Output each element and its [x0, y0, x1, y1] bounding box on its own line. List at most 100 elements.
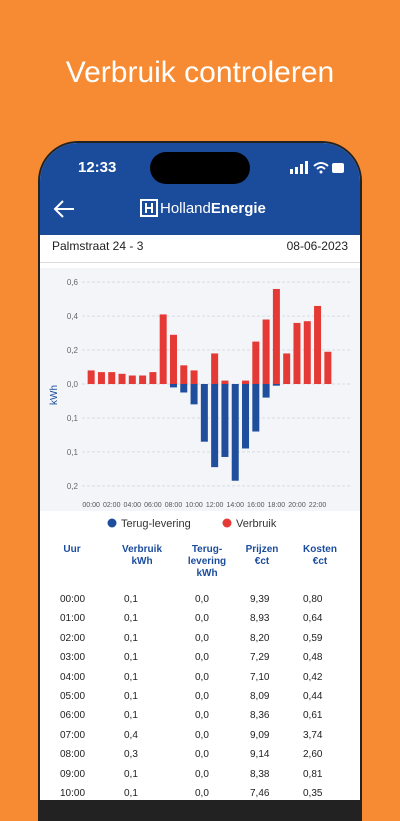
bar: [303, 321, 311, 384]
table-cell: 0,1: [124, 710, 138, 722]
top-bar: 12:33 HollandEnergie: [40, 143, 360, 235]
table-cell: 0,64: [303, 613, 323, 625]
table-cell: 0,59: [303, 632, 323, 644]
chart: kWh 0,6 0,4 0,2 0,0 0,1 0,1 0,2 00:00 02:00 04:00…: [40, 268, 360, 530]
x-tick-label: 00:00: [82, 502, 100, 509]
table-cell: 9,39: [250, 594, 270, 605]
x-tick-label: 14:00: [226, 502, 244, 509]
table-cell: 9,09: [250, 729, 270, 741]
table-cell: 0,0: [195, 788, 209, 799]
bar: [149, 372, 157, 384]
x-tick-label: 12:00: [206, 502, 224, 509]
table-header: Uur: [63, 544, 81, 555]
bar: [252, 384, 260, 432]
table-cell: 0,1: [124, 632, 138, 644]
table-cell: 0,0: [195, 768, 209, 780]
x-tick-label: 02:00: [103, 502, 121, 509]
table-cell: 08:00: [60, 749, 86, 761]
bar: [221, 380, 229, 384]
x-tick-label: 08:00: [165, 502, 183, 509]
y-tick-label: 0,1: [67, 448, 79, 457]
x-tick-label: 18:00: [268, 502, 286, 509]
legend-swatch: [222, 518, 232, 528]
x-tick-label: 04:00: [124, 502, 142, 509]
bar: [231, 384, 239, 481]
table-cell: 00:00: [60, 594, 86, 605]
table-cell: 0,0: [195, 691, 209, 702]
table-cell: 0,35: [303, 788, 323, 799]
table-cell: 03:00: [60, 652, 86, 664]
y-tick-label: 0,2: [67, 482, 79, 491]
x-tick-label: 16:00: [247, 502, 265, 509]
bar: [180, 384, 188, 393]
x-tick-label: 06:00: [144, 502, 162, 509]
bar: [272, 384, 280, 386]
table-cell: 0,0: [195, 749, 209, 761]
chart-panel: [40, 268, 360, 511]
table-cell: 0,48: [303, 652, 323, 664]
table-cell: 0,0: [195, 652, 209, 664]
table-cell: 3,74: [303, 729, 323, 741]
table-cell: 05:00: [60, 691, 86, 702]
bar: [211, 353, 219, 384]
table-cell: 0,0: [195, 632, 209, 644]
table-cell: 0,1: [124, 671, 138, 683]
bar: [128, 375, 136, 384]
table-cell: 0,3: [124, 749, 138, 761]
table-cell: 0,1: [124, 788, 138, 799]
table-cell: 7,10: [250, 671, 270, 683]
page: Verbruik controleren 12:33 HollandEnergi…: [38, 56, 362, 821]
table-cell: 8,93: [250, 613, 270, 625]
status-icons: [290, 161, 344, 174]
bar: [252, 341, 260, 384]
table-cell: 0,0: [195, 729, 209, 741]
table-header: Verbruik kWh: [121, 544, 163, 567]
dynamic-island: [150, 152, 250, 184]
bar: [314, 305, 322, 384]
back-button[interactable]: [52, 199, 76, 219]
bar: [262, 384, 270, 398]
table-header: Kosten €ct: [303, 544, 337, 567]
table-cell: 09:00: [60, 768, 86, 780]
bar: [108, 372, 116, 384]
bar: [293, 322, 301, 384]
table-cell: 0,0: [195, 671, 209, 683]
legend-label: Terug-levering: [121, 518, 191, 530]
table-cell: 04:00: [60, 671, 86, 683]
table-cell: 0,1: [124, 691, 138, 702]
brand-logo: [140, 199, 158, 217]
brand-part: Energie: [210, 200, 266, 217]
bar: [139, 375, 147, 384]
table-header: Terug- levering kWh: [187, 544, 227, 579]
table-cell: 8,36: [250, 710, 270, 722]
bar: [118, 373, 126, 384]
table-cell: 02:00: [60, 632, 86, 644]
table-cell: 0,1: [124, 613, 138, 625]
y-tick-label: 0,6: [67, 278, 79, 287]
bar: [272, 288, 280, 384]
bar: [190, 370, 198, 384]
bar: [262, 319, 270, 384]
date: 08-06-2023: [286, 239, 348, 253]
bar: [324, 351, 332, 384]
table-cell: 01:00: [60, 613, 86, 625]
x-tick-label: 20:00: [288, 502, 306, 509]
table-cell: 8,09: [250, 691, 270, 702]
table-header: Prijzen €ct: [245, 544, 279, 567]
bar: [169, 334, 177, 384]
bar: [159, 314, 167, 384]
brand-part: Holland: [160, 200, 211, 217]
x-tick-label: 10:00: [185, 502, 203, 509]
headline: Verbruik controleren: [65, 56, 335, 89]
table-cell: 0,4: [124, 729, 138, 741]
table-cell: 2,60: [303, 749, 323, 761]
bar: [97, 372, 105, 384]
status-time: 12:33: [78, 159, 117, 176]
legend-swatch: [107, 518, 117, 528]
y-axis-label: kWh: [49, 385, 60, 405]
table-cell: 0,0: [195, 594, 209, 605]
y-tick-label: 0,1: [67, 414, 79, 423]
table-cell: 0,0: [195, 710, 209, 722]
table-cell: 07:00: [60, 729, 86, 741]
table-cell: 0,1: [124, 594, 138, 605]
